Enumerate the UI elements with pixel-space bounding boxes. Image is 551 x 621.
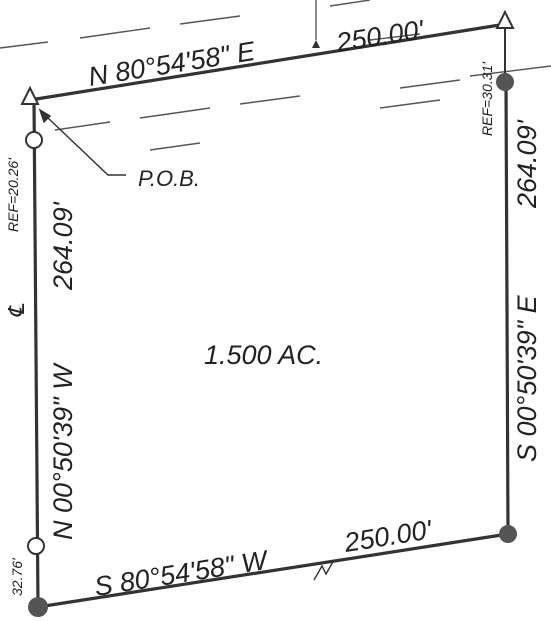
south-bearing-label: S 80°54'58" W xyxy=(92,545,271,602)
east-boundary-line xyxy=(504,80,510,536)
pob-label: P.O.B. xyxy=(138,166,200,191)
open-circle-monument-sw xyxy=(27,537,45,555)
filled-monument-ne xyxy=(496,73,514,91)
ref-sw-label: 32.76' xyxy=(9,557,25,596)
open-circle-monument-west xyxy=(25,131,43,149)
north-tick-arrow xyxy=(312,40,320,48)
ref-west-label: REF=20.26' xyxy=(5,157,21,232)
break-symbol xyxy=(313,559,335,581)
north-bearing-label: N 80°54'58" E xyxy=(86,36,258,92)
centerline-symbol: ℄ xyxy=(4,303,29,318)
north-boundary-line xyxy=(28,22,508,102)
triangle-monument-nw xyxy=(20,85,40,105)
west-bearing-label: N 00°50'39" W xyxy=(48,362,78,540)
road-lines xyxy=(0,0,551,151)
south-boundary-line xyxy=(36,532,510,609)
north-distance-label: 250.00' xyxy=(333,14,426,58)
filled-monument-sw xyxy=(28,597,48,617)
monuments xyxy=(20,9,517,617)
filled-monument-se xyxy=(499,525,517,543)
east-bearing-label: S 00°50'39" E xyxy=(512,294,542,462)
area-label: 1.500 AC. xyxy=(204,340,323,370)
pob-leader xyxy=(38,108,126,176)
east-distance-label: 264.09' xyxy=(512,119,542,209)
west-boundary-line xyxy=(32,98,40,609)
ref-east-label: REF=30.31' xyxy=(479,61,495,136)
parcel-boundary xyxy=(28,22,510,609)
triangle-monument-ne xyxy=(495,9,515,29)
west-distance-label: 264.09' xyxy=(48,201,78,291)
